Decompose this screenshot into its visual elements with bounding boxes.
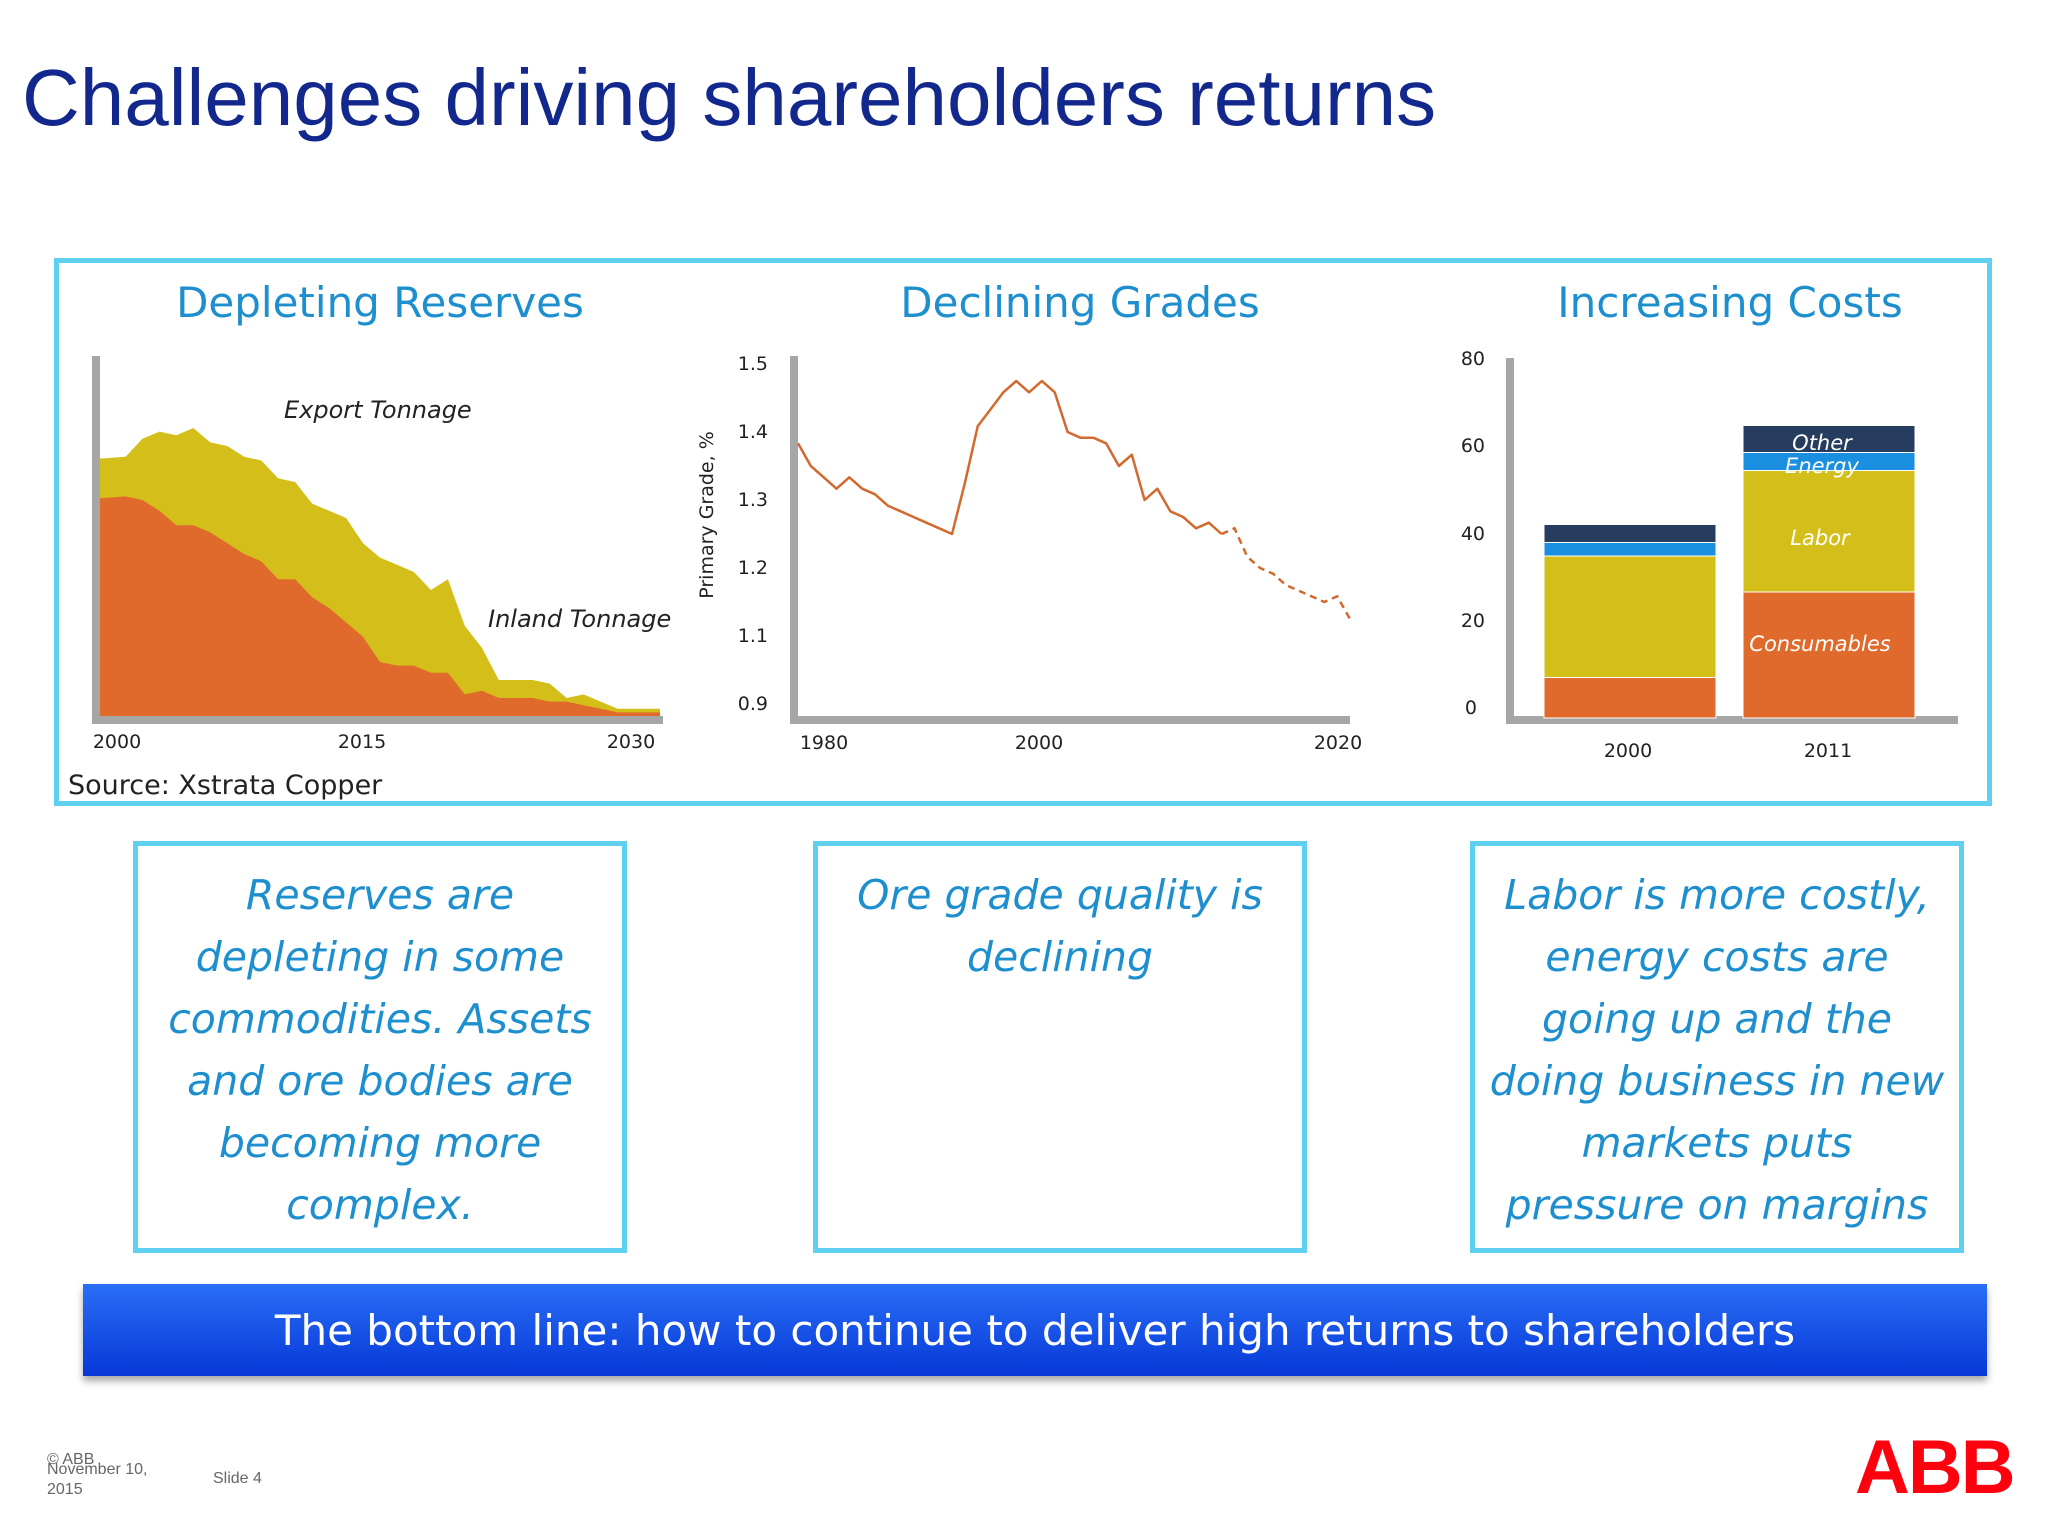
grade-line-forecast [1221,526,1352,620]
declining-grades-chart: Primary Grade, % 1.5 1.4 1.3 1.2 1.1 0.9… [696,353,1362,754]
bar-segment-energy [1543,542,1717,557]
category-label-2011: 2011 [1804,740,1852,762]
increasing-costs-chart: 80 60 40 20 0 Consumables Labor Energy O… [1461,348,1958,762]
y-tick-label: 1.3 [738,489,768,511]
y-tick-label: 1.2 [738,557,768,579]
y-tick-label: 1.1 [738,625,768,647]
bar-segment-labor [1543,555,1717,678]
series-label-export-tonnage: Export Tonnage [284,396,472,424]
bar-segment-other [1543,524,1717,543]
grade-line-historical [796,379,1223,536]
segment-label-energy: Energy [1785,454,1859,478]
series-label-inland-tonnage: Inland Tonnage [488,605,671,633]
x-tick-label: 2000 [93,731,141,753]
segment-label-consumables: Consumables [1749,632,1890,656]
footer-copyright: © ABB [47,1451,95,1468]
bar-segment-consumables [1543,677,1717,719]
y-tick-label: 20 [1461,610,1485,632]
y-axis-label: Primary Grade, % [696,431,718,599]
x-tick-label: 2000 [1015,732,1063,754]
segment-label-labor: Labor [1790,526,1851,550]
x-tick-label: 2030 [607,731,655,753]
category-label-2000: 2000 [1604,740,1652,762]
bar-segment-consumables [1742,591,1916,719]
bar-segment-labor [1742,470,1916,593]
inland-tonnage-area [100,496,660,716]
y-tick-label: 0.9 [738,693,768,715]
x-tick-label: 2020 [1314,732,1362,754]
page-title: Challenges driving shareholders returns [22,53,1437,142]
y-tick-label: 1.4 [738,421,768,443]
note-increasing-costs: Labor is more costly, energy costs are g… [1470,841,1964,1253]
segment-label-other: Other [1792,431,1853,455]
y-tick-label: 0 [1465,697,1477,719]
source-note: Source: Xstrata Copper [68,770,383,801]
x-tick-label: 2015 [338,731,386,753]
y-tick-label: 40 [1461,523,1485,545]
chart-title-increasing-costs: Increasing Costs [1557,278,1903,327]
chart-title-declining-grades: Declining Grades [900,278,1260,327]
bar-segment-other [1742,425,1916,453]
bottom-line-banner: The bottom line: how to continue to deli… [83,1284,1987,1376]
footer-date: November 10, 2015 [47,1461,148,1498]
note-declining-grades: Ore grade quality is declining [813,841,1307,1253]
depleting-reserves-chart: Export Tonnage Inland Tonnage 2000 2015 … [92,356,671,753]
y-tick-label: 80 [1461,348,1485,370]
y-tick-label: 60 [1461,435,1485,457]
y-tick-label: 1.5 [738,353,768,375]
footer-slide-number: Slide 4 [213,1470,262,1487]
x-tick-label: 1980 [800,732,848,754]
chart-title-depleting-reserves: Depleting Reserves [176,278,584,327]
note-depleting-reserves: Reserves are depleting in some commoditi… [133,841,627,1253]
abb-logo: ABB [1855,1425,2016,1510]
